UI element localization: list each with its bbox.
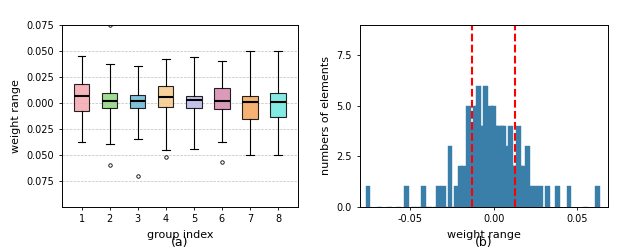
Text: (a): (a): [171, 236, 188, 249]
Bar: [488, 106, 493, 207]
Bar: [512, 166, 516, 207]
Bar: [468, 126, 472, 207]
Bar: [448, 146, 453, 207]
Bar: [510, 166, 515, 207]
Bar: [595, 186, 600, 207]
Bar: [469, 146, 474, 207]
Y-axis label: weight range: weight range: [11, 79, 21, 153]
Bar: [500, 126, 505, 207]
Bar: [520, 186, 525, 207]
Bar: [516, 126, 521, 207]
Bar: [491, 106, 496, 207]
Bar: [459, 186, 464, 207]
Bar: [421, 186, 426, 207]
Bar: [474, 106, 479, 207]
Bar: [515, 166, 520, 207]
Y-axis label: numbers of elements: numbers of elements: [321, 56, 331, 175]
Bar: [458, 166, 463, 207]
Bar: [523, 186, 528, 207]
Bar: [507, 146, 511, 207]
Bar: [476, 86, 481, 207]
Bar: [508, 126, 513, 207]
Bar: [466, 106, 471, 207]
Bar: [525, 146, 529, 207]
Bar: [366, 186, 370, 207]
Bar: [503, 166, 508, 207]
Bar: [528, 186, 533, 207]
PathPatch shape: [102, 92, 117, 108]
Bar: [493, 146, 498, 207]
Bar: [513, 166, 518, 207]
Bar: [495, 126, 499, 207]
Bar: [486, 126, 491, 207]
PathPatch shape: [74, 84, 89, 111]
Bar: [483, 86, 488, 207]
Bar: [478, 126, 482, 207]
X-axis label: weight range: weight range: [446, 230, 521, 240]
Bar: [436, 186, 441, 207]
Bar: [473, 106, 477, 207]
Text: (b): (b): [475, 236, 492, 249]
Bar: [463, 186, 467, 207]
Bar: [464, 186, 469, 207]
Bar: [505, 166, 510, 207]
Bar: [533, 186, 538, 207]
X-axis label: group index: group index: [146, 230, 213, 240]
Bar: [538, 186, 543, 207]
Bar: [485, 146, 489, 207]
Bar: [490, 126, 494, 207]
Bar: [404, 186, 409, 207]
PathPatch shape: [158, 86, 174, 107]
PathPatch shape: [214, 88, 229, 109]
PathPatch shape: [270, 92, 286, 117]
Bar: [502, 126, 506, 207]
Bar: [496, 126, 501, 207]
Bar: [479, 146, 484, 207]
Bar: [567, 186, 572, 207]
Bar: [498, 146, 503, 207]
Bar: [471, 126, 476, 207]
Bar: [521, 166, 526, 207]
PathPatch shape: [186, 96, 202, 108]
PathPatch shape: [130, 95, 146, 108]
Bar: [518, 166, 523, 207]
PathPatch shape: [242, 96, 258, 118]
Bar: [481, 126, 486, 207]
Bar: [461, 166, 466, 207]
Bar: [441, 186, 446, 207]
Bar: [545, 186, 550, 207]
Bar: [555, 186, 560, 207]
Bar: [454, 186, 459, 207]
